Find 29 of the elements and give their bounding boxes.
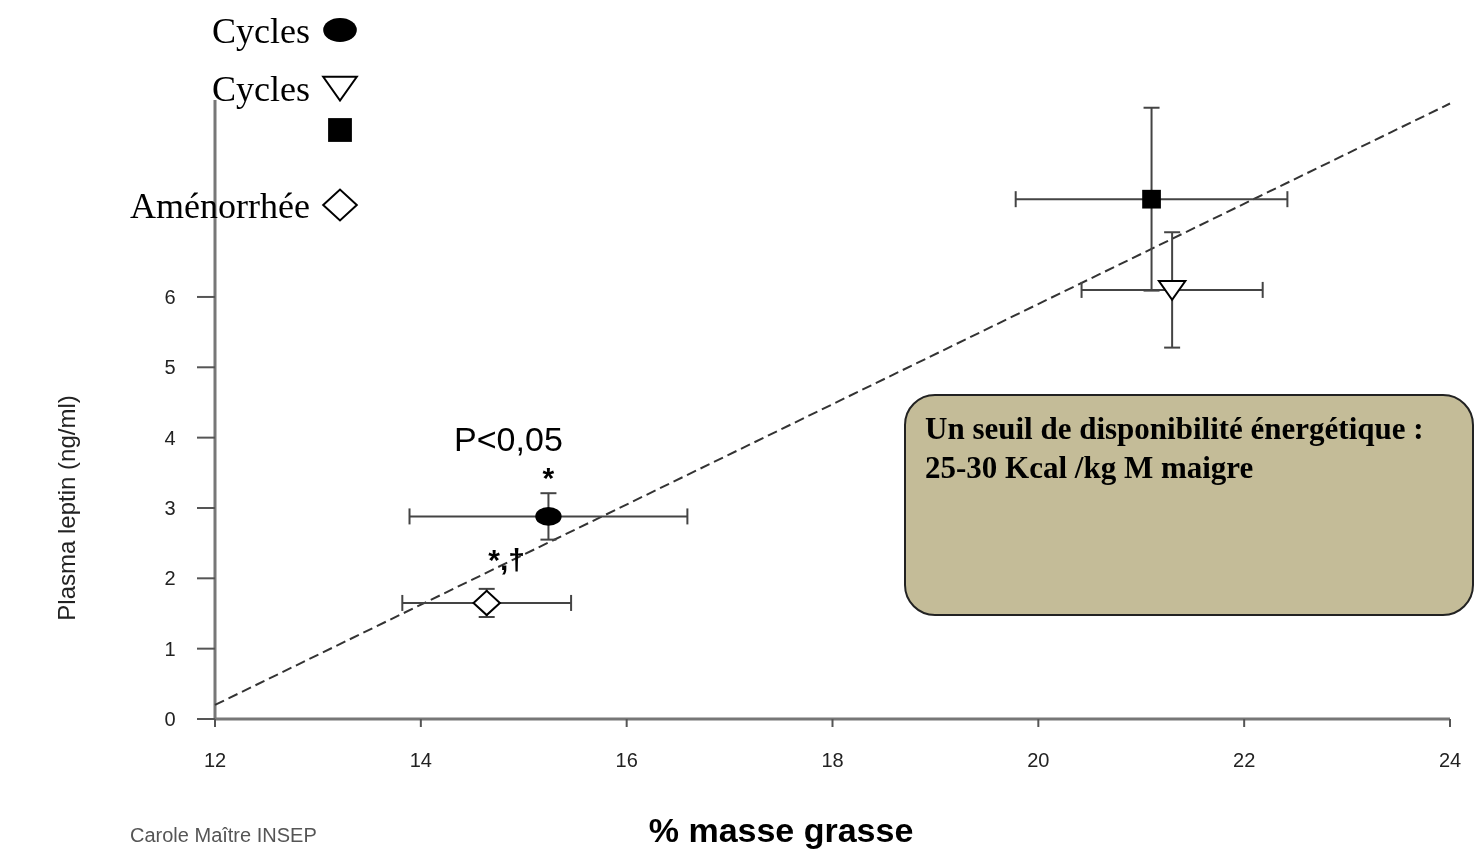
point <box>535 507 562 526</box>
x-tick-label: 20 <box>1027 749 1050 771</box>
annotation: P<0,05 <box>454 420 563 459</box>
y-tick-label: 4 <box>164 426 176 449</box>
text-box: Un seuil de disponibilité énergétique : 25-30 Kcal /kg M maigre <box>904 394 1474 616</box>
x-axis-title: % masse grasse <box>648 811 914 849</box>
point <box>1142 189 1161 209</box>
y-tick-label: 0 <box>164 708 176 730</box>
legend-label: Cycles <box>212 10 310 51</box>
annotation: Un seuil de disponibilité énergétique : 25-30 Kcal /kg M maigre <box>925 410 1425 487</box>
y-tick-label: 5 <box>164 356 176 379</box>
point <box>1157 280 1187 301</box>
y-tick-label: 1 <box>164 637 176 660</box>
legend-label: Aménorrhée <box>130 185 310 226</box>
x-tick-label: 12 <box>203 749 227 771</box>
x-tick-label: 14 <box>409 749 432 771</box>
y-tick-label: 2 <box>164 567 176 590</box>
y-tick-label: 6 <box>164 285 176 308</box>
legend-label: Cycles <box>212 68 310 109</box>
point <box>472 589 501 617</box>
x-tick-label: 18 <box>821 749 844 771</box>
y-tick-label: 3 <box>164 496 176 519</box>
y-axis-title: Plasma leptin (ng/ml) <box>53 395 80 621</box>
annotation: * <box>542 461 555 495</box>
x-tick-label: 16 <box>615 749 638 771</box>
x-tick-label: 24 <box>1438 749 1462 771</box>
text: Carole Maître INSEP <box>130 824 317 846</box>
annotation: *,† <box>488 542 526 576</box>
x-tick-label: 22 <box>1233 749 1256 771</box>
